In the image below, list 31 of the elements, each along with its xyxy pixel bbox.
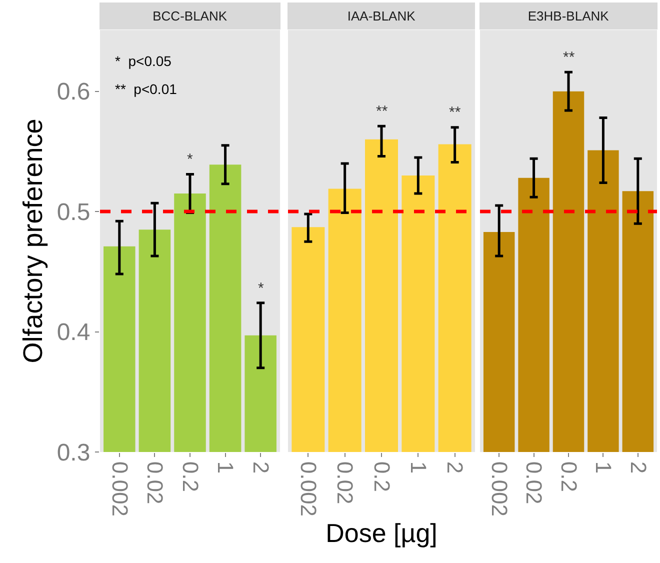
annotation: *	[258, 280, 264, 297]
annotation: * p<0.05	[115, 53, 172, 69]
chart-title: IAA-BLANK	[347, 8, 416, 24]
x-tick-label: 0.02	[142, 461, 168, 504]
y-axis-title: Olfactory preference	[18, 118, 48, 364]
x-tick-label: 0.002	[296, 461, 322, 516]
x-tick-label: 0.002	[107, 461, 132, 516]
x-tick-label: 1	[406, 461, 432, 474]
x-tick-label: 1	[591, 461, 616, 474]
x-tick-label: 0.2	[178, 461, 203, 492]
x-tick-label: 2	[442, 461, 468, 474]
y-tick-label: 0.6	[56, 78, 90, 106]
chart-title: BCC-BLANK	[152, 8, 228, 24]
x-tick-label: 0.02	[332, 461, 358, 504]
chart-title: E3HB-BLANK	[528, 8, 610, 24]
x-tick-label: 1	[213, 461, 238, 474]
annotation: **	[449, 104, 461, 121]
x-tick-label: 0.2	[369, 461, 394, 492]
annotation: ** p<0.01	[115, 81, 178, 97]
annotation: **	[563, 49, 575, 66]
y-tick-label: 0.5	[56, 198, 90, 226]
annotation: *	[187, 151, 193, 168]
x-tick-label: 2	[626, 461, 651, 474]
x-tick-label: 2	[248, 461, 274, 474]
x-tick-label: 0.2	[556, 461, 582, 492]
annotation: **	[376, 103, 388, 120]
y-tick-label: 0.3	[56, 439, 90, 466]
x-tick-label: 0.002	[486, 461, 512, 516]
x-axis-title: Dose [µg]	[326, 518, 438, 548]
x-tick-label: 0.02	[522, 461, 547, 504]
y-tick-label: 0.4	[56, 319, 90, 346]
